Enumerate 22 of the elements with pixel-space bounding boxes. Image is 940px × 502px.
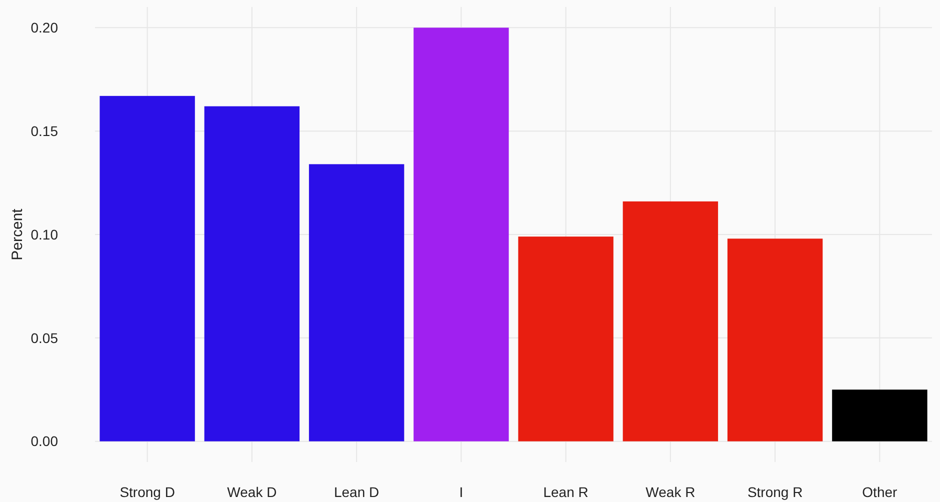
bar	[518, 236, 614, 442]
x-tick-label: Strong D	[120, 484, 175, 500]
bar	[727, 238, 823, 442]
x-tick-label: I	[459, 484, 464, 500]
y-tick-label: 0.00	[30, 433, 58, 450]
x-tick-label: Other	[862, 484, 898, 500]
y-tick-label: 0.10	[30, 226, 58, 242]
bar	[204, 106, 300, 442]
bar	[100, 96, 195, 442]
bar	[308, 164, 404, 442]
bar	[832, 390, 928, 442]
x-tick-label: Weak D	[227, 484, 277, 500]
y-tick-label: 0.15	[30, 122, 58, 139]
x-tick-label: Lean D	[334, 484, 380, 500]
x-tick-label: Weak R	[646, 484, 696, 500]
bar	[414, 28, 509, 442]
y-tick-label: 0.05	[30, 330, 58, 346]
x-tick-label: Strong R	[747, 484, 803, 500]
y-axis-title: Percent	[9, 208, 26, 260]
y-tick-label: 0.20	[30, 20, 58, 36]
x-tick-label: Lean R	[543, 484, 588, 500]
bar	[622, 201, 718, 442]
